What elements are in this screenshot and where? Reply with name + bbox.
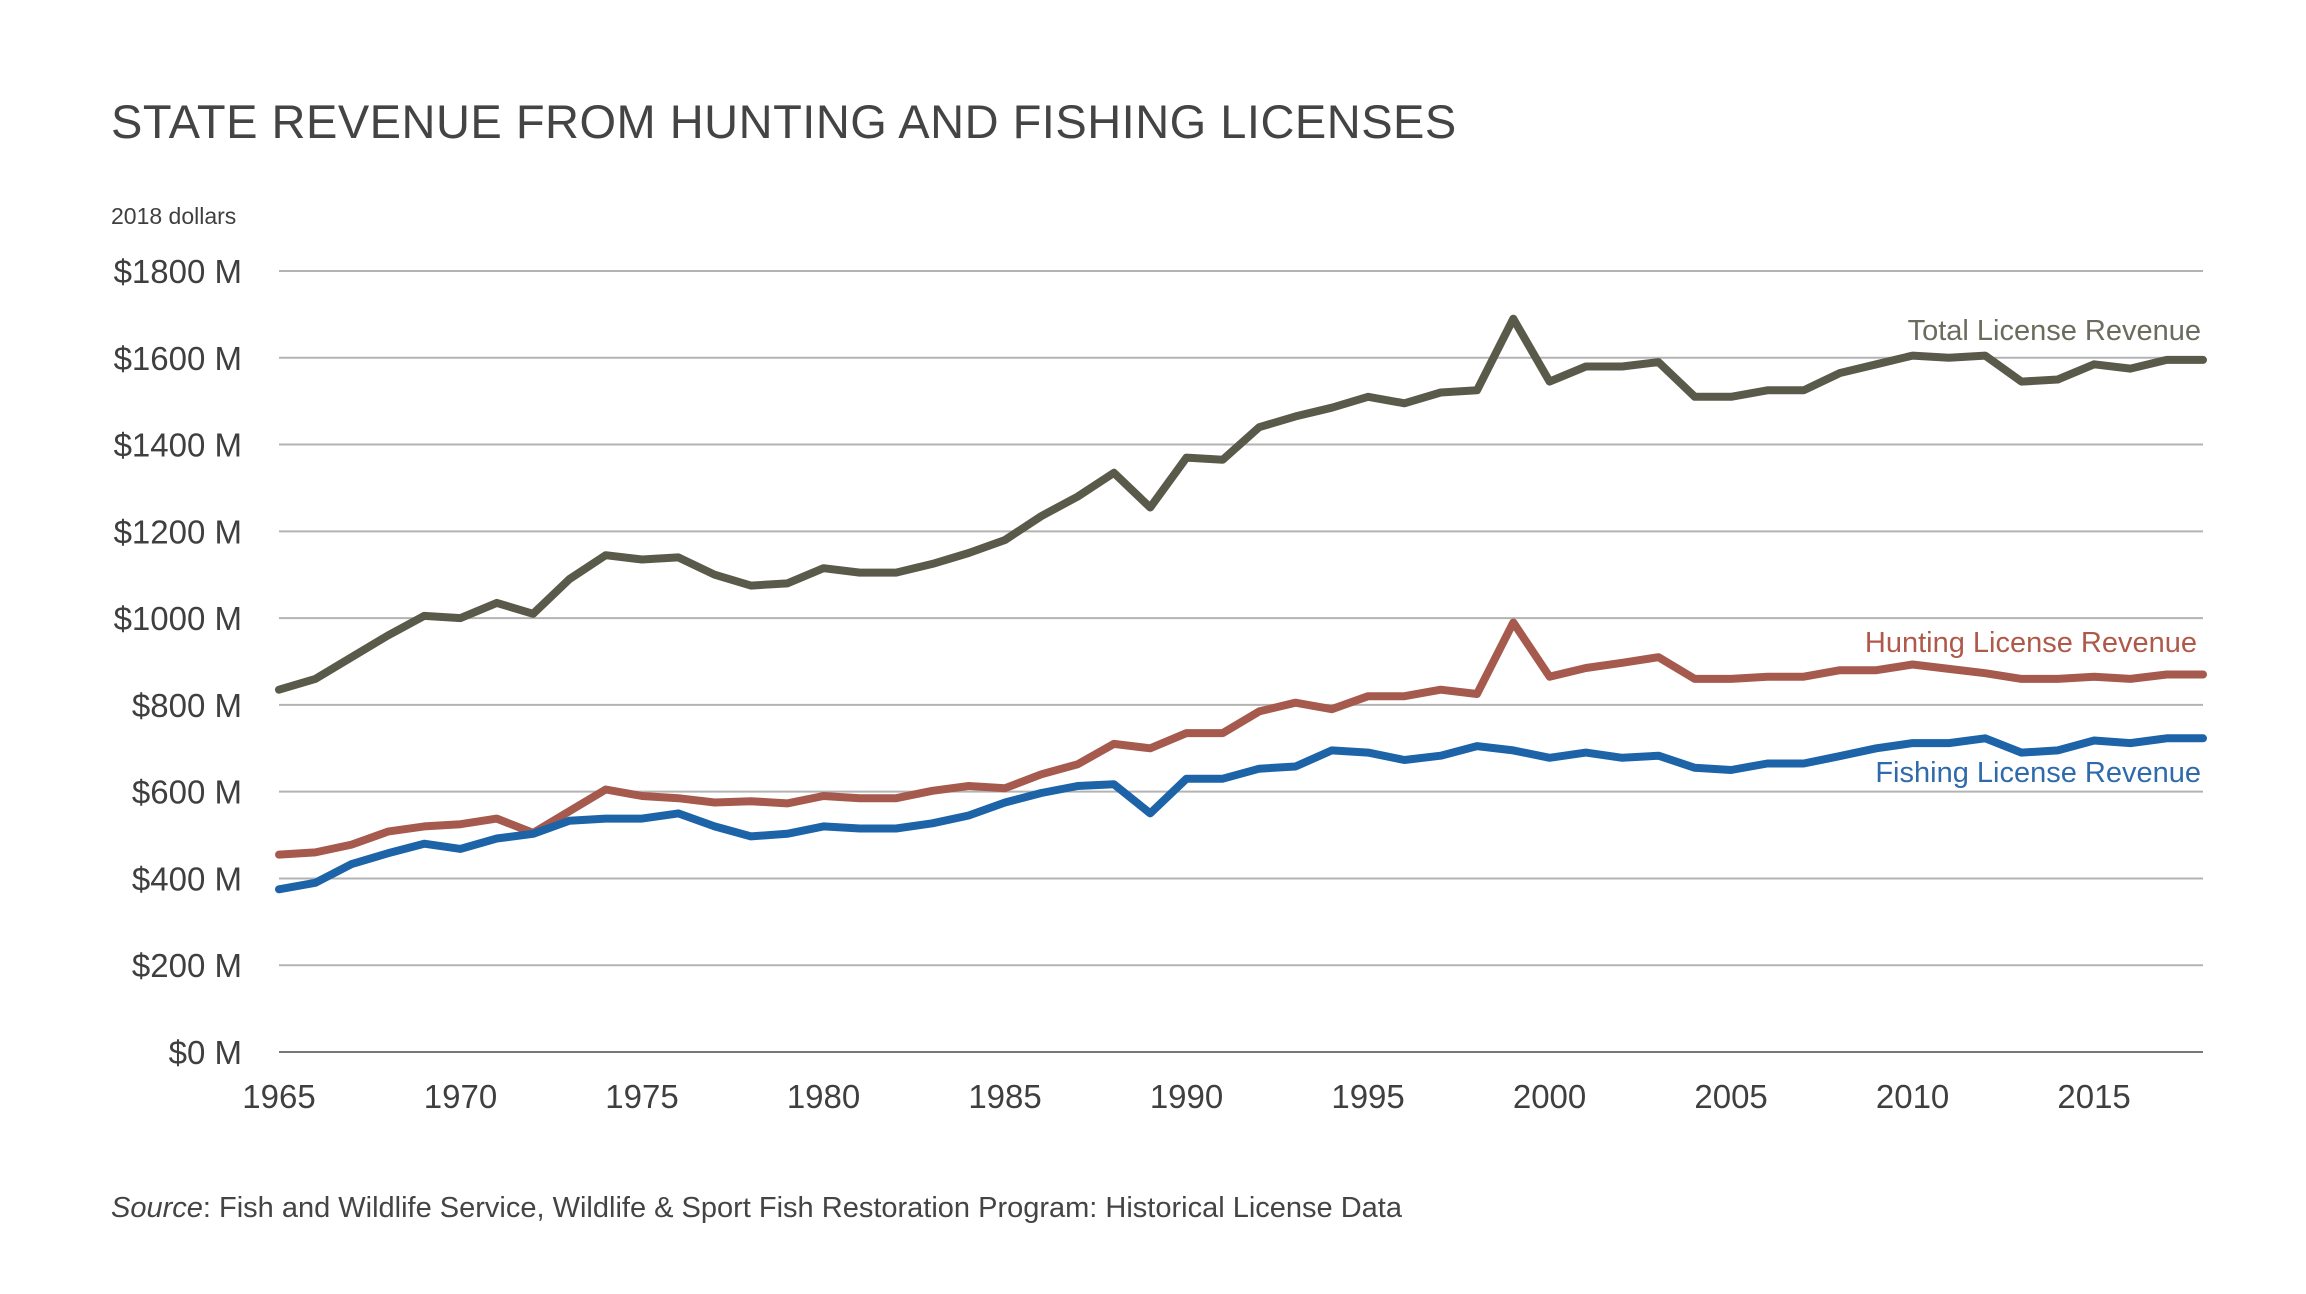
source-text: : Fish and Wildlife Service, Wildlife & … xyxy=(202,1192,1402,1224)
y-tick-label: $1000 M xyxy=(114,600,242,637)
x-tick-label: 1985 xyxy=(968,1078,1041,1115)
series-label: Hunting License Revenue xyxy=(1865,627,2197,659)
x-tick-label: 2000 xyxy=(1513,1078,1586,1115)
x-tick-label: 1965 xyxy=(242,1078,315,1115)
series-line-fishing-license-revenue xyxy=(275,734,2207,894)
chart-title: STATE REVENUE FROM HUNTING AND FISHING L… xyxy=(111,95,1457,148)
series-line-hunting-license-revenue xyxy=(275,618,2207,859)
x-tick-label: 1995 xyxy=(1331,1078,1404,1115)
y-tick-label: $0 M xyxy=(169,1034,242,1071)
x-tick-label: 1975 xyxy=(605,1078,678,1115)
x-tick-label: 1980 xyxy=(787,1078,860,1115)
x-tick-label: 2005 xyxy=(1694,1078,1767,1115)
series-label: Total License Revenue xyxy=(1908,315,2201,347)
x-tick-label: 1970 xyxy=(424,1078,497,1115)
x-tick-label: 2010 xyxy=(1876,1078,1949,1115)
y-tick-label: $200 M xyxy=(132,947,242,984)
source-prefix: Source xyxy=(111,1192,203,1224)
y-tick-label: $1800 M xyxy=(114,253,242,290)
y-tick-label: $1200 M xyxy=(114,513,242,550)
y-unit-label: 2018 dollars xyxy=(111,203,236,229)
x-tick-label: 2015 xyxy=(2057,1078,2130,1115)
gridlines xyxy=(279,270,2203,1053)
y-tick-label: $400 M xyxy=(132,860,242,897)
y-tick-label: $800 M xyxy=(132,687,242,724)
series-label: Fishing License Revenue xyxy=(1875,757,2201,789)
series-line-total-license-revenue xyxy=(275,314,2207,694)
x-tick-label: 1990 xyxy=(1150,1078,1223,1115)
y-tick-label: $600 M xyxy=(132,774,242,811)
x-axis-ticks: 1965 1970 1975 1980 1985 1990 1995 2000 2005 2010… xyxy=(242,1078,2131,1115)
y-axis-ticks: $0 M $200 M $400 M $600 M $800 M $1000 M $1200… xyxy=(114,253,242,1071)
series-lines xyxy=(275,314,2207,894)
series-labels: Total License Revenue Hunting License Rev… xyxy=(1865,315,2201,789)
source-note: Source: Fish and Wildlife Service, Wildl… xyxy=(111,1192,1402,1225)
y-tick-label: $1600 M xyxy=(114,340,242,377)
y-tick-label: $1400 M xyxy=(114,427,242,464)
